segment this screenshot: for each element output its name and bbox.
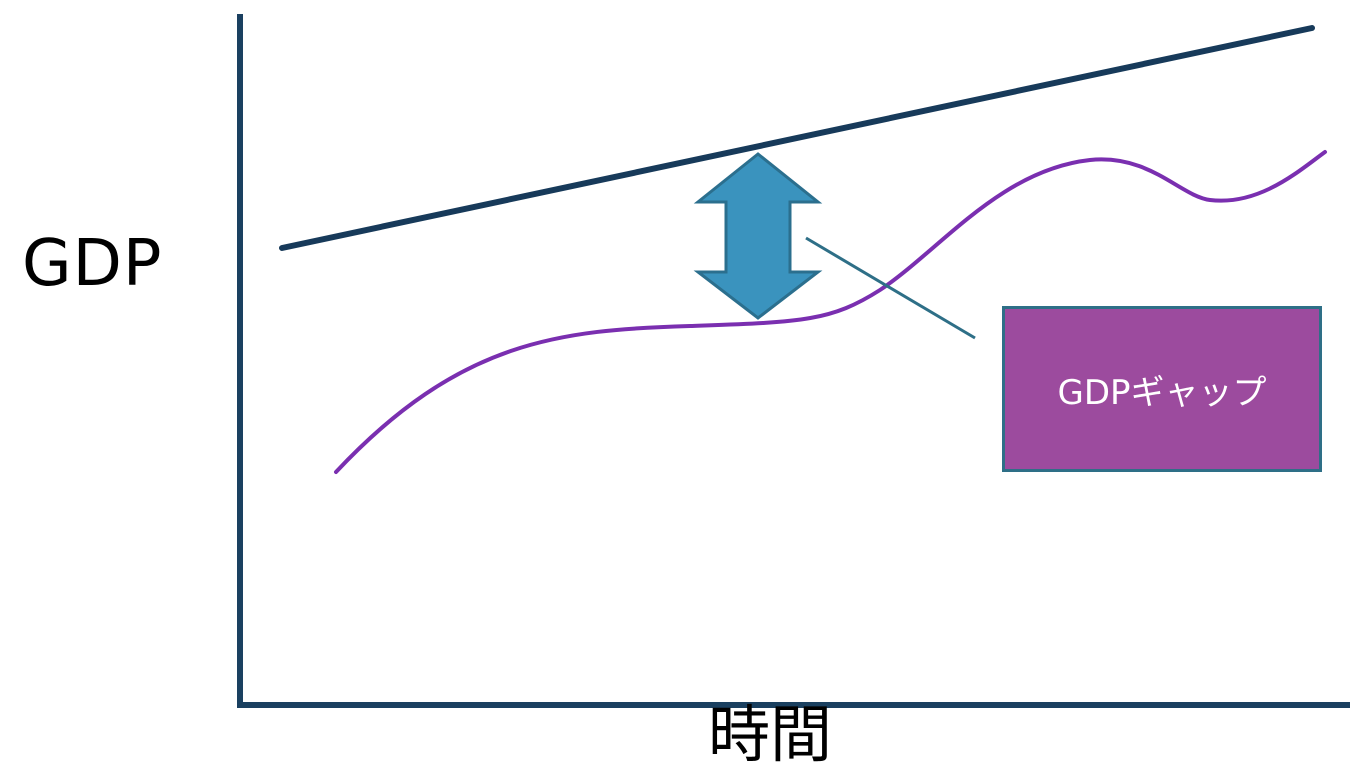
y-axis-label: GDP [22, 227, 163, 301]
gap-double-arrow-icon [698, 154, 818, 318]
gdp-gap-callout: GDPギャップ [1002, 306, 1322, 472]
potential-gdp-line [279, 25, 1315, 251]
gap-double-arrow-outline [693, 152, 823, 320]
actual-gdp-curve [334, 150, 1327, 474]
callout-leader-line [805, 236, 976, 340]
x-axis-label: 時間 [708, 698, 833, 771]
gdp-gap-callout-text: GDPギャップ [1057, 372, 1267, 413]
